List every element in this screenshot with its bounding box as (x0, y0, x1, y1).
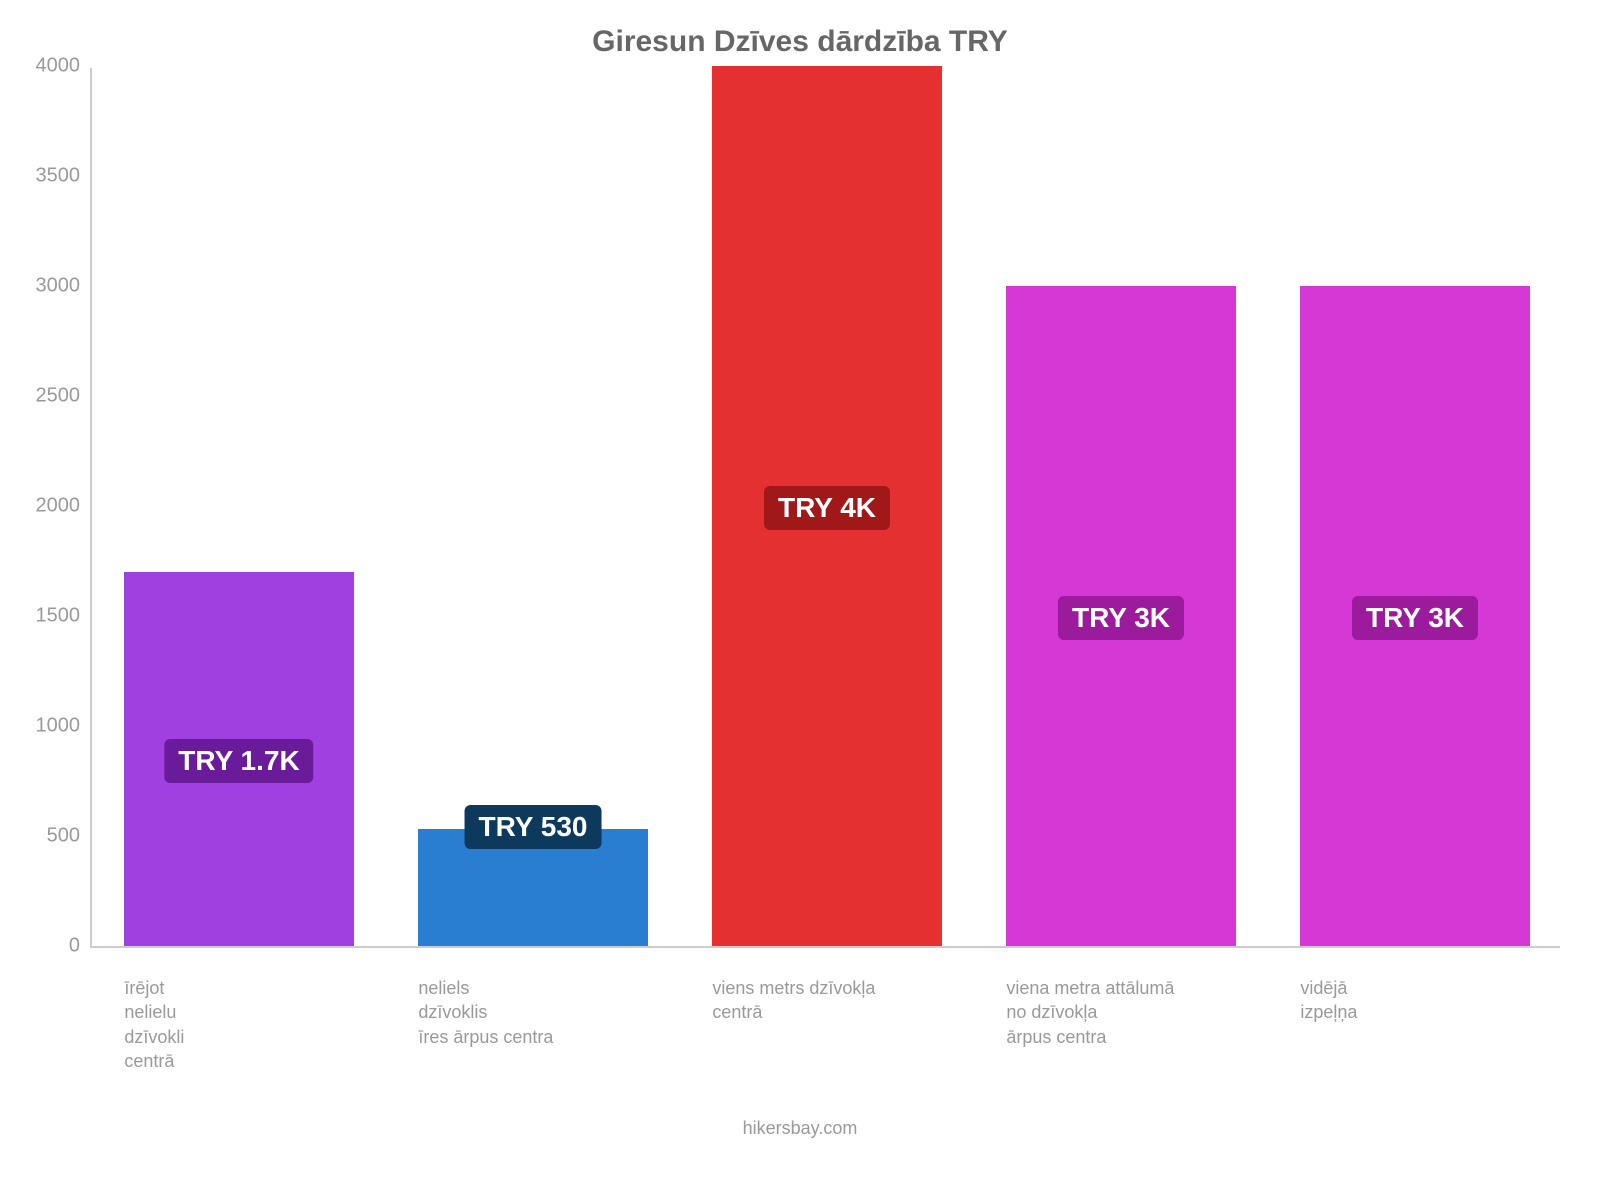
attribution: hikersbay.com (0, 1118, 1600, 1139)
chart-title: Giresun Dzīves dārdzība TRY (0, 25, 1600, 59)
bar-value-label: TRY 3K (1352, 596, 1478, 640)
bar-value-label: TRY 4K (764, 486, 890, 530)
bar-value-label: TRY 530 (465, 805, 602, 849)
y-tick: 2000 (36, 495, 93, 518)
x-axis-label: viena metra attālumāno dzīvokļaārpus cen… (1006, 946, 1255, 1049)
bar-value-label: TRY 1.7K (164, 739, 313, 783)
x-axis-label: viens metrs dzīvokļacentrā (712, 946, 961, 1025)
y-tick: 3500 (36, 165, 93, 188)
y-tick: 4000 (36, 55, 93, 78)
x-axis-label: nelielsdzīvoklisīres ārpus centra (418, 946, 667, 1049)
y-tick: 2500 (36, 385, 93, 408)
x-axis-label: vidējāizpeļņa (1300, 946, 1549, 1025)
x-axis-label: īrējotnelieludzīvoklicentrā (124, 946, 373, 1073)
plot-area: 05001000150020002500300035004000TRY 1.7K… (90, 68, 1560, 948)
chart-container: Giresun Dzīves dārdzība TRY 050010001500… (0, 0, 1600, 1200)
y-tick: 1000 (36, 715, 93, 738)
bar-value-label: TRY 3K (1058, 596, 1184, 640)
y-tick: 1500 (36, 605, 93, 628)
y-tick: 3000 (36, 275, 93, 298)
y-tick: 500 (47, 825, 92, 848)
y-tick: 0 (69, 935, 92, 958)
